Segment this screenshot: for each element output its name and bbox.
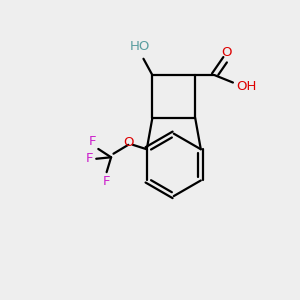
Text: F: F	[85, 152, 93, 165]
Text: O: O	[123, 136, 134, 149]
Text: HO: HO	[130, 40, 150, 53]
Text: F: F	[103, 175, 110, 188]
Text: OH: OH	[236, 80, 257, 93]
Text: O: O	[221, 46, 231, 59]
Text: F: F	[88, 135, 96, 148]
